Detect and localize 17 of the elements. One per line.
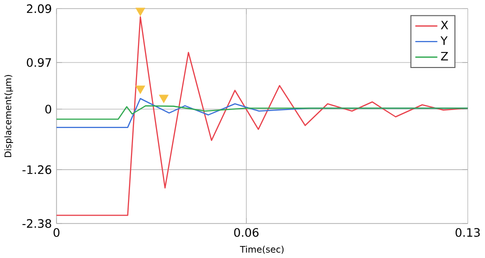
x-tick-label: 0.13 [456,228,480,237]
y-tick-label: -1.26 [22,165,52,174]
x-tick-label: 0.06 [234,228,259,237]
line-series [56,105,468,120]
x-tick-label: 0 [54,228,60,237]
x-axis-title: Time(sec) [240,246,284,254]
point [136,86,146,94]
point [136,8,146,16]
legend-label: Y [440,36,448,45]
y-tick-label: -2.38 [22,219,52,228]
legend-label: X [440,20,448,30]
y-tick-label: 0.97 [26,58,51,67]
y-tick-label: 0 [45,104,52,114]
y-axis-title: Displacement(μm) [4,75,14,158]
y-tick-label: 2.09 [26,4,52,14]
point [159,94,168,103]
legend-label: Z [441,52,448,60]
